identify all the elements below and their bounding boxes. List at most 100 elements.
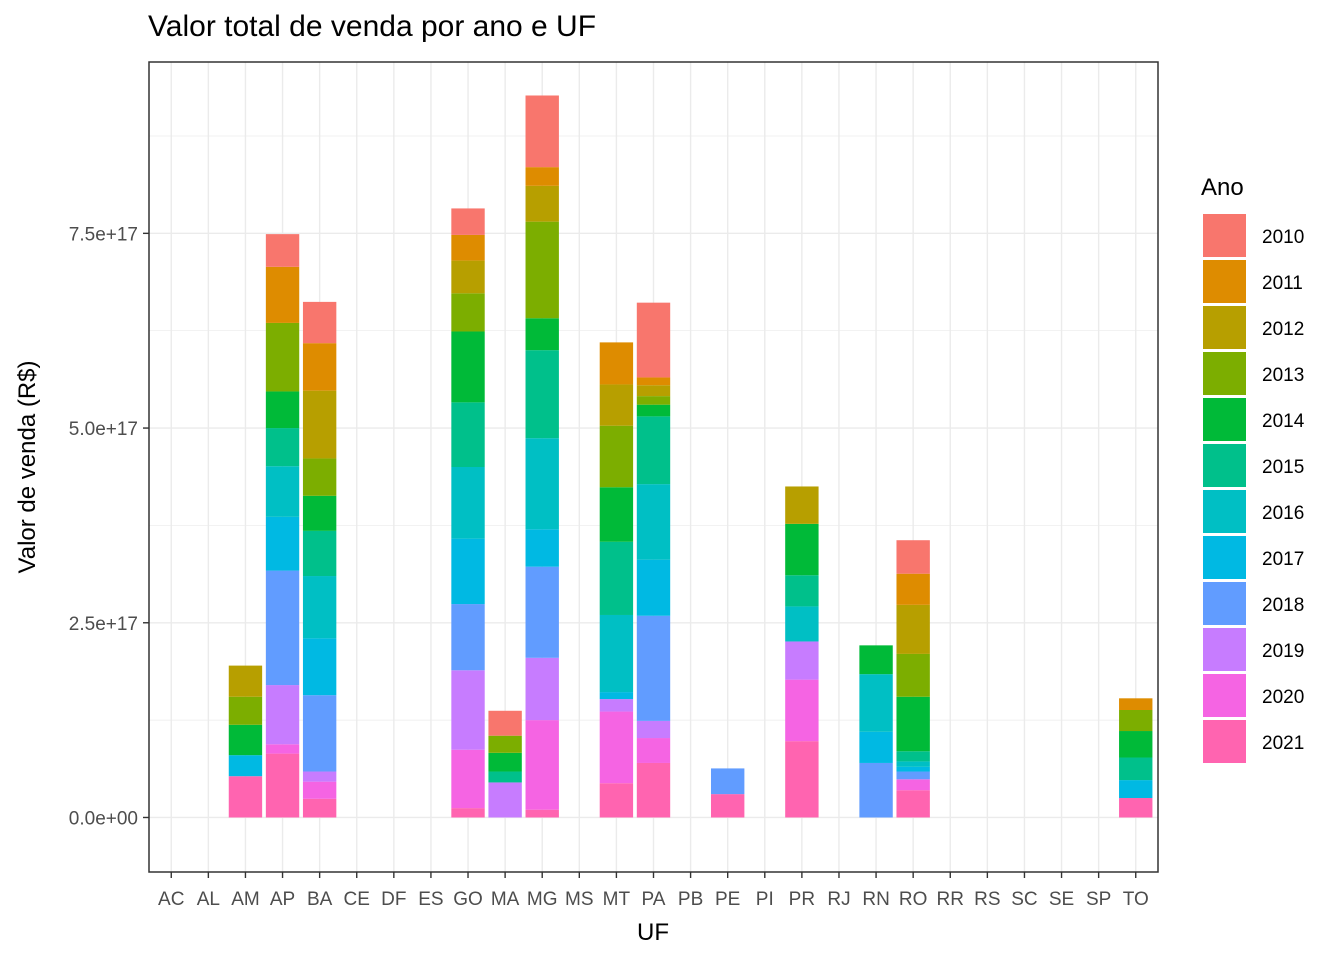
bar-AP-2016: [265, 466, 300, 517]
bar-PA-2010: [636, 302, 671, 378]
bar-BA-2021: [302, 798, 337, 818]
x-tick-label-PR: PR: [789, 889, 815, 910]
x-tick-label-PB: PB: [678, 889, 703, 910]
bar-PR-2012: [785, 486, 819, 524]
bar-GO-2010: [451, 208, 485, 235]
bar-MT-2016: [599, 614, 634, 693]
chart-title: Valor total de venda por ano e UF: [148, 10, 597, 43]
bar-RN-2018: [859, 762, 893, 818]
bar-MA-2013: [488, 735, 522, 753]
bar-PR-2015: [785, 575, 819, 607]
bar-BA-2010: [302, 301, 337, 344]
bar-PR-2019: [785, 641, 819, 680]
legend-key-2013: [1203, 352, 1246, 395]
x-tick-label-RJ: RJ: [827, 889, 850, 910]
x-tick-label-PE: PE: [715, 889, 740, 910]
x-tick-label-SE: SE: [1049, 889, 1074, 910]
x-tick-label-AM: AM: [231, 889, 260, 910]
bar-MG-2019: [525, 657, 559, 721]
bar-MA-2015: [488, 771, 522, 783]
bar-GO-2021: [451, 808, 485, 818]
legend-key-2012: [1203, 306, 1246, 349]
x-tick-label-RN: RN: [862, 889, 889, 910]
legend-key-2015: [1203, 444, 1246, 487]
x-tick-label-MA: MA: [491, 889, 520, 910]
bar-AM-2014: [228, 724, 263, 756]
bar-RN-2017: [859, 731, 893, 763]
bar-AM-2013: [228, 696, 263, 725]
legend-label-2017: 2017: [1262, 549, 1304, 570]
x-tick-label-TO: TO: [1123, 889, 1149, 910]
x-tick-label-MT: MT: [603, 889, 631, 910]
bar-AM-2012: [228, 665, 263, 697]
bar-GO-2016: [451, 467, 485, 539]
bar-MG-2020: [525, 720, 559, 810]
bar-RO-2010: [896, 540, 930, 574]
bar-BA-2013: [302, 458, 337, 496]
bar-MG-2015: [525, 350, 559, 439]
x-tick-label-BA: BA: [307, 889, 333, 910]
bar-GO-2013: [451, 293, 485, 332]
y-tick-label: 0.0e+00: [69, 808, 138, 829]
legend-label-2020: 2020: [1262, 687, 1304, 708]
bar-BA-2020: [302, 781, 337, 799]
x-tick-label-AC: AC: [158, 889, 184, 910]
bar-MT-2017: [599, 692, 634, 700]
bar-PE-2018: [710, 768, 745, 795]
legend-label-2011: 2011: [1262, 273, 1303, 294]
y-tick-label: 5.0e+17: [69, 419, 138, 440]
bar-GO-2012: [451, 260, 485, 294]
bar-RO-2013: [896, 653, 930, 697]
bar-BA-2016: [302, 576, 337, 639]
bar-AP-2011: [265, 266, 300, 323]
bar-AP-2014: [265, 391, 300, 429]
bar-TO-2017: [1119, 780, 1153, 799]
bar-PA-2016: [636, 484, 671, 560]
bar-MT-2020: [599, 711, 634, 784]
bar-TO-2014: [1119, 731, 1153, 758]
legend-label-2019: 2019: [1262, 641, 1304, 662]
bar-PA-2021: [636, 762, 671, 818]
x-axis: AC AL AM AP BA CE DF ES GO MA MG MS MT PA PB PE PI PR RJ RN…: [158, 872, 1149, 910]
bar-GO-2018: [451, 604, 485, 671]
bar-TO-2011: [1119, 698, 1153, 710]
bar-MG-2017: [525, 529, 559, 567]
bar-MG-2018: [525, 566, 559, 658]
y-axis-title: Valor de venda (R$): [14, 361, 41, 574]
bar-BA-2014: [302, 495, 337, 531]
x-tick-label-RS: RS: [974, 889, 1000, 910]
legend-key-2021: [1203, 720, 1246, 763]
y-tick-label: 2.5e+17: [69, 614, 138, 635]
bar-RN-2016: [859, 674, 893, 732]
bar-RO-2014: [896, 696, 930, 752]
x-tick-label-AL: AL: [197, 889, 220, 910]
bar-AP-2017: [265, 516, 300, 571]
bar-PA-2019: [636, 720, 671, 739]
x-tick-label-AP: AP: [270, 889, 295, 910]
bar-MG-2010: [525, 95, 559, 168]
y-axis: 0.0e+00 2.5e+17 5.0e+17 7.5e+17: [69, 224, 149, 829]
bar-MA-2014: [488, 752, 522, 772]
bar-RO-2018: [896, 771, 930, 780]
legend-label-2012: 2012: [1262, 319, 1304, 340]
bar-BA-2012: [302, 390, 337, 459]
bar-PA-2011: [636, 377, 671, 386]
legend-label-2021: 2021: [1262, 733, 1304, 754]
legend-label-2015: 2015: [1262, 457, 1304, 478]
bar-PR-2016: [785, 606, 819, 642]
bar-AM-2017: [228, 755, 263, 777]
x-tick-label-PA: PA: [642, 889, 666, 910]
bar-MT-2019: [599, 699, 634, 712]
legend-label-2010: 2010: [1262, 227, 1304, 248]
legend: Ano 2010 2011 2012 2013 2014 2015 2016 2017 2018…: [1201, 174, 1305, 763]
bar-GO-2015: [451, 402, 485, 467]
bar-MG-2011: [525, 167, 559, 186]
bar-AP-2020: [265, 744, 300, 754]
legend-label-2014: 2014: [1262, 411, 1305, 432]
bar-GO-2017: [451, 538, 485, 605]
bar-PR-2014: [785, 523, 819, 576]
bar-RO-2016: [896, 761, 930, 767]
bar-BA-2018: [302, 695, 337, 772]
bar-BA-2019: [302, 771, 337, 782]
legend-key-2018: [1203, 582, 1246, 625]
